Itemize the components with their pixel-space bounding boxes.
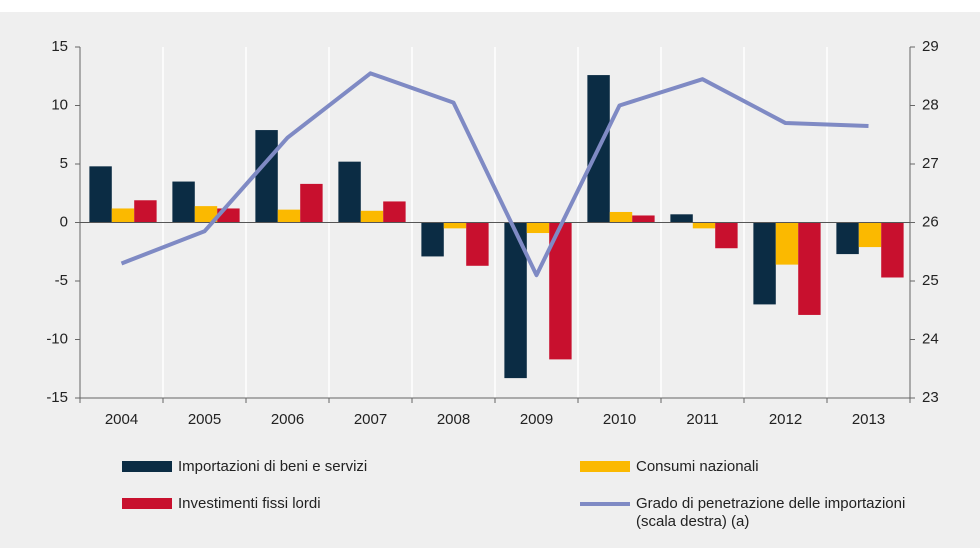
bar bbox=[692, 222, 716, 229]
bar bbox=[549, 222, 572, 360]
x-tick-label: 2006 bbox=[271, 411, 304, 428]
bar bbox=[836, 222, 859, 255]
bar bbox=[172, 181, 195, 223]
bar bbox=[798, 222, 821, 315]
bar bbox=[526, 222, 550, 234]
bar bbox=[504, 222, 527, 379]
y-tick-label: 10 bbox=[51, 96, 68, 113]
y-tick-label: 15 bbox=[51, 38, 68, 55]
legend-label: Investimenti fissi lordi bbox=[178, 495, 321, 512]
legend-item: Investimenti fissi lordi bbox=[122, 495, 448, 513]
x-tick-label: 2011 bbox=[686, 411, 718, 428]
bar bbox=[360, 210, 384, 223]
bar bbox=[670, 214, 693, 223]
legend-label: Consumi nazionali bbox=[636, 458, 759, 475]
y-tick-label: -15 bbox=[46, 389, 68, 406]
legend-item: Importazioni di beni e servizi bbox=[122, 458, 448, 476]
bar bbox=[338, 161, 361, 223]
y-tick-label: -10 bbox=[46, 330, 68, 347]
bar bbox=[466, 222, 489, 266]
legend-swatch bbox=[122, 461, 172, 472]
legend-item: Grado di penetrazione delle importazioni… bbox=[580, 495, 906, 531]
y-tick-label: 5 bbox=[60, 155, 68, 172]
y2-tick-label: 26 bbox=[922, 213, 939, 230]
x-tick-label: 2013 bbox=[852, 411, 885, 428]
bar bbox=[300, 183, 323, 223]
legend-label: Importazioni di beni e servizi bbox=[178, 458, 368, 475]
x-tick-label: 2004 bbox=[105, 411, 138, 428]
y2-tick-label: 25 bbox=[922, 272, 939, 289]
bar bbox=[255, 130, 278, 223]
x-tick-label: 2007 bbox=[354, 411, 387, 428]
bar bbox=[609, 211, 633, 223]
x-tick-label: 2005 bbox=[188, 411, 221, 428]
legend-swatch bbox=[122, 498, 172, 509]
legend-swatch bbox=[580, 502, 630, 506]
bar bbox=[194, 206, 218, 223]
bar bbox=[134, 200, 157, 223]
x-tick-label: 2009 bbox=[520, 411, 553, 428]
y2-tick-label: 23 bbox=[922, 389, 939, 406]
bar bbox=[383, 201, 406, 223]
bar bbox=[277, 209, 301, 223]
bar bbox=[443, 222, 467, 229]
y-tick-label: 0 bbox=[60, 213, 68, 230]
bar bbox=[421, 222, 444, 257]
x-tick-label: 2008 bbox=[437, 411, 470, 428]
bar bbox=[775, 222, 799, 265]
legend-label: Grado di penetrazione delle importazioni… bbox=[636, 495, 906, 530]
y2-tick-label: 29 bbox=[922, 38, 939, 55]
y2-tick-label: 27 bbox=[922, 155, 939, 172]
line-series bbox=[120, 71, 869, 278]
legend-swatch bbox=[580, 461, 630, 472]
x-tick-label: 2012 bbox=[769, 411, 802, 428]
y-tick-label: -5 bbox=[55, 272, 68, 289]
bar bbox=[632, 215, 655, 223]
legend-item: Consumi nazionali bbox=[580, 458, 906, 476]
bar bbox=[715, 222, 738, 249]
bar bbox=[881, 222, 904, 278]
y2-tick-label: 24 bbox=[922, 330, 939, 347]
bar bbox=[858, 222, 882, 248]
y2-tick-label: 28 bbox=[922, 96, 939, 113]
bar bbox=[753, 222, 776, 305]
bar bbox=[89, 166, 112, 223]
bar bbox=[111, 208, 135, 223]
x-tick-label: 2010 bbox=[603, 411, 636, 428]
